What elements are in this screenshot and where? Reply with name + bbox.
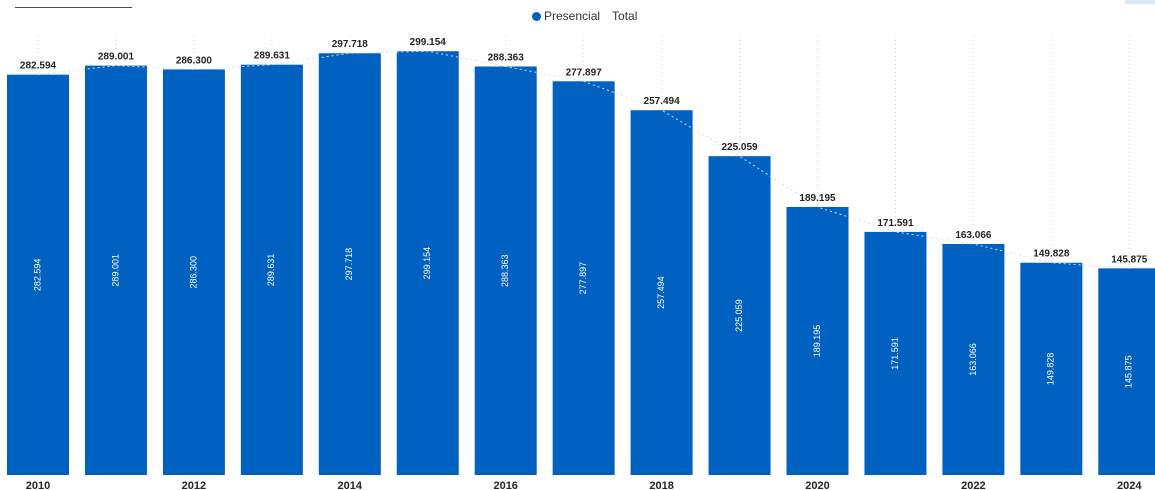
bar-2013[interactable] (240, 64, 303, 475)
bar-2024[interactable] (1098, 268, 1155, 475)
bar-2015[interactable] (396, 51, 459, 476)
x-tick-2018: 2018 (649, 480, 673, 490)
x-tick-2014: 2014 (338, 480, 363, 490)
legend-item-total[interactable]: Total (612, 9, 637, 23)
bar-value-label-2018: 257.494 (644, 96, 681, 107)
bar-2023[interactable] (1020, 262, 1083, 475)
bar-inner-labels: 282.594 289.001 286.300 289.631 297.718 299.1… (32, 247, 1133, 388)
bar-value-labels: 282.594 289.001 286.300 289.631 297.718 299.1… (20, 37, 1148, 265)
bar-value-label-2019: 225.059 (721, 142, 758, 153)
legend-label-presencial: Presencial (544, 9, 601, 23)
x-tick-2024: 2024 (1117, 480, 1142, 490)
legend-item-presencial[interactable]: Presencial (532, 9, 600, 23)
x-axis-ticks: 2010 2012 2014 2016 2018 2020 2022 2024 (26, 480, 1143, 490)
bar-value-label-2015: 299.154 (410, 37, 447, 48)
x-tick-2022: 2022 (961, 480, 985, 490)
bar-value-label-2010: 282.594 (20, 61, 57, 72)
bar-value-label-2016: 288.363 (488, 52, 525, 63)
bar-inner-label-2012: 286.300 (188, 256, 198, 289)
bar-value-label-2021: 171.591 (877, 218, 914, 229)
bar-inner-label-2024: 145.875 (1124, 355, 1134, 388)
bar-inner-label-2017: 277.897 (578, 262, 588, 295)
bar-inner-label-2021: 171.591 (890, 337, 900, 370)
bar-2014[interactable] (318, 53, 381, 475)
bar-value-label-2013: 289.631 (254, 51, 291, 62)
x-tick-2020: 2020 (805, 480, 829, 490)
legend: Presencial Total (532, 9, 649, 23)
total-series-line (37, 50, 1130, 269)
bar-value-label-2014: 297.718 (332, 39, 369, 50)
bar-value-label-2023: 149.828 (1033, 249, 1070, 260)
bar-2020[interactable] (786, 206, 849, 475)
bar-2018[interactable] (630, 110, 693, 476)
bar-value-label-2020: 189.195 (799, 193, 836, 204)
bar-2010[interactable] (7, 74, 69, 475)
bar-inner-label-2020: 189.195 (812, 325, 822, 358)
bar-value-label-2017: 277.897 (566, 67, 603, 78)
bar-inner-label-2015: 299.154 (422, 247, 432, 280)
x-tick-2010: 2010 (26, 480, 50, 490)
bars-group (7, 51, 1155, 476)
legend-marker-presencial (532, 11, 541, 21)
bar-inner-label-2010: 282.594 (32, 259, 42, 292)
bar-inner-label-2014: 297.718 (344, 248, 354, 281)
bar-2021[interactable] (864, 231, 927, 475)
bar-2012[interactable] (162, 69, 225, 476)
bar-inner-label-2011: 289.001 (110, 254, 120, 287)
bar-2019[interactable] (708, 156, 771, 475)
bar-inner-label-2013: 289.631 (266, 254, 276, 287)
x-tick-2016: 2016 (493, 480, 517, 490)
legend-label-total: Total (612, 9, 638, 23)
x-tick-2012: 2012 (182, 480, 206, 490)
bar-inner-label-2023: 149.828 (1046, 353, 1056, 386)
bar-2016[interactable] (474, 66, 537, 475)
bar-value-label-2011: 289.001 (98, 52, 135, 63)
bar-inner-label-2022: 163.066 (968, 343, 978, 376)
bar-value-label-2012: 286.300 (176, 55, 213, 66)
bar-inner-label-2016: 288.363 (500, 254, 510, 287)
bar-inner-label-2019: 225.059 (734, 299, 744, 332)
bar-2011[interactable] (84, 65, 147, 476)
bar-2017[interactable] (552, 81, 615, 475)
bar-inner-label-2018: 257.494 (656, 276, 666, 309)
bar-2022[interactable] (942, 243, 1005, 475)
bar-value-label-2022: 163.066 (955, 230, 992, 241)
corner-tab (1125, 0, 1155, 4)
bar-value-label-2024: 145.875 (1111, 254, 1148, 265)
top-rule (15, 7, 132, 8)
